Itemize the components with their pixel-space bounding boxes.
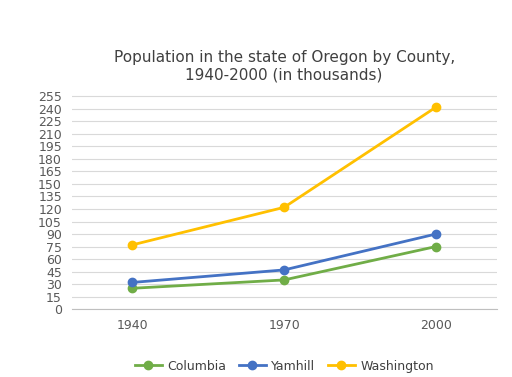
Yamhill xyxy=(281,268,287,272)
Line: Columbia: Columbia xyxy=(128,242,440,293)
Line: Washington: Washington xyxy=(128,103,440,249)
Yamhill xyxy=(433,232,439,236)
Washington xyxy=(433,105,439,109)
Columbia xyxy=(433,244,439,249)
Washington xyxy=(281,205,287,210)
Yamhill xyxy=(130,280,136,285)
Title: Population in the state of Oregon by County,
1940-2000 (in thousands): Population in the state of Oregon by Cou… xyxy=(114,50,455,82)
Washington xyxy=(130,243,136,247)
Legend: Columbia, Yamhill, Washington: Columbia, Yamhill, Washington xyxy=(130,355,439,377)
Columbia xyxy=(130,286,136,291)
Line: Yamhill: Yamhill xyxy=(128,230,440,287)
Columbia xyxy=(281,278,287,282)
